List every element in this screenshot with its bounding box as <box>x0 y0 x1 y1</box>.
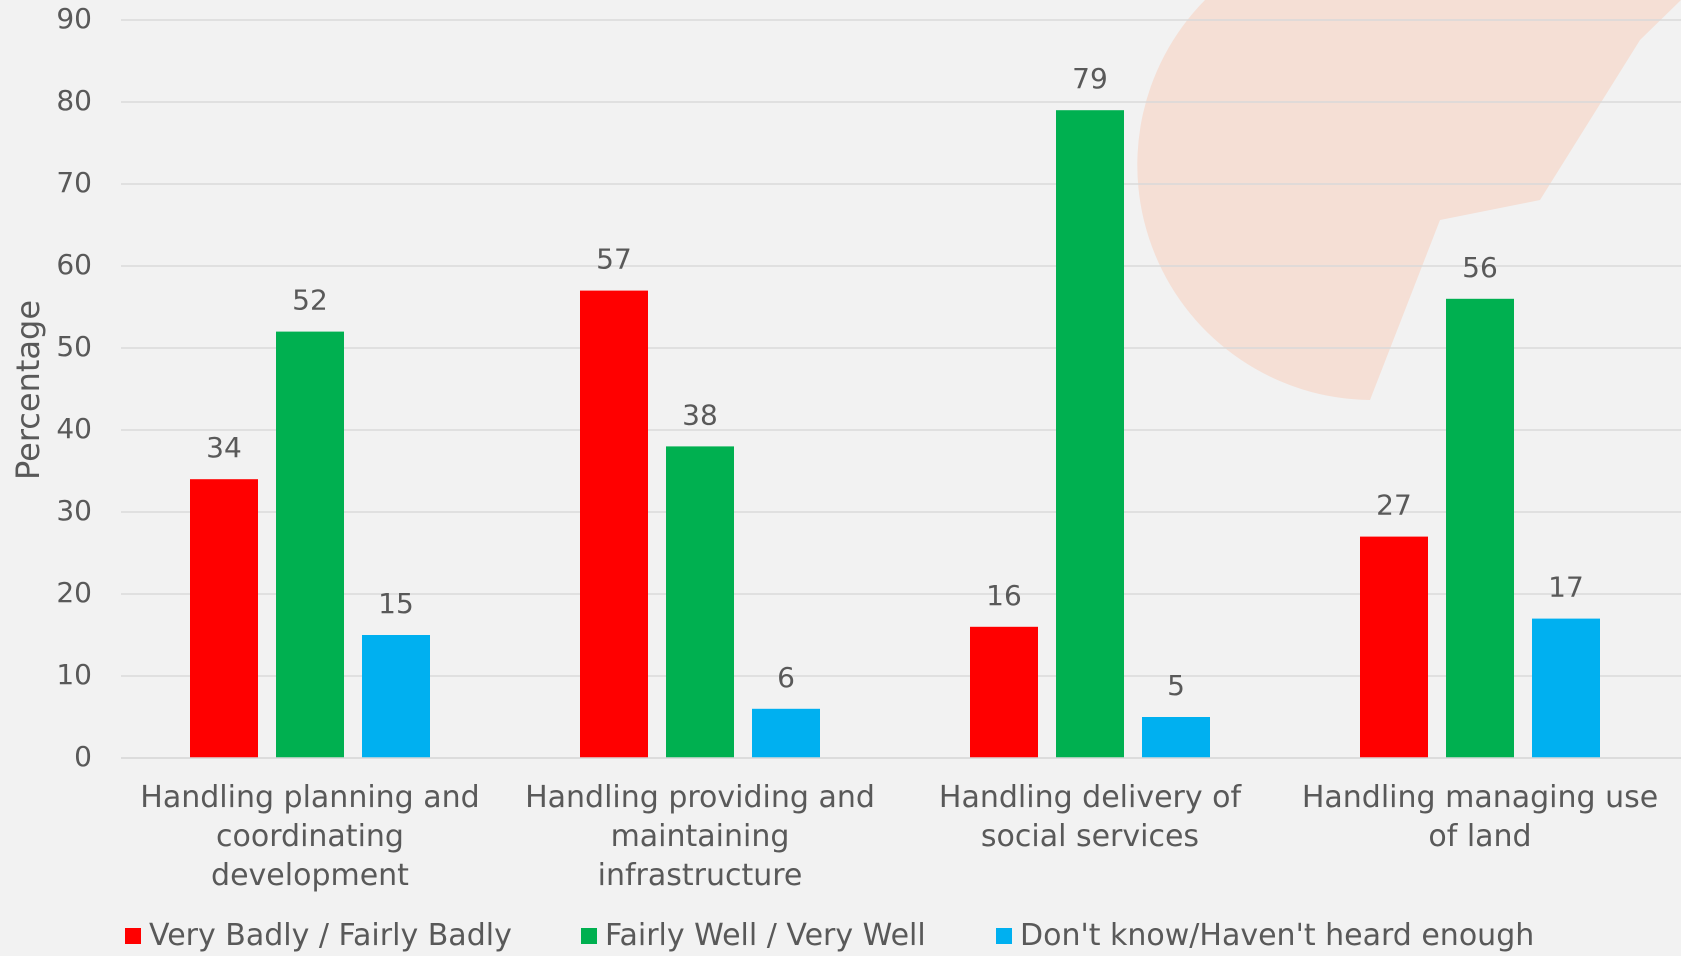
legend-swatch <box>996 927 1012 944</box>
y-axis-label: Percentage <box>9 300 47 480</box>
y-tick-label: 10 <box>56 658 92 691</box>
data-label: 56 <box>1462 251 1498 284</box>
bar <box>1446 298 1514 758</box>
legend-label: Fairly Well / Very Well <box>605 918 926 953</box>
y-tick-label: 0 <box>74 740 92 773</box>
bar <box>190 479 258 758</box>
data-label: 38 <box>682 398 718 431</box>
data-label: 5 <box>1167 669 1185 702</box>
x-tick-label: Handling delivery of social services <box>938 780 1242 854</box>
y-tick-label: 80 <box>56 84 92 117</box>
bar <box>970 626 1038 758</box>
data-label: 17 <box>1548 571 1584 604</box>
y-tick-label: 50 <box>56 330 92 363</box>
legend-label: Very Badly / Fairly Badly <box>149 918 512 953</box>
y-tick-label: 30 <box>56 494 92 527</box>
y-tick-label: 40 <box>56 412 92 445</box>
bar <box>1142 717 1210 758</box>
legend-item: Very Badly / Fairly Badly <box>125 918 512 953</box>
y-tick-label: 60 <box>56 248 92 281</box>
data-label: 15 <box>378 587 414 620</box>
legend-item: Fairly Well / Very Well <box>581 918 926 953</box>
background-decoration <box>1137 0 1681 400</box>
bar <box>362 635 430 758</box>
legend-item: Don't know/Haven't heard enough <box>996 918 1534 953</box>
data-label: 27 <box>1376 489 1412 522</box>
legend-swatch <box>581 927 597 944</box>
bar <box>276 331 344 758</box>
x-tick-label: Handling managing use of land <box>1301 780 1659 854</box>
data-label: 79 <box>1072 62 1108 95</box>
bar <box>1056 110 1124 758</box>
bar <box>752 708 820 758</box>
bar <box>580 290 648 758</box>
bar <box>666 446 734 758</box>
legend-label: Don't know/Haven't heard enough <box>1020 918 1535 953</box>
y-tick-label: 90 <box>56 2 92 35</box>
x-tick-label: Handling planning and coordinating devel… <box>140 780 480 893</box>
data-label: 34 <box>206 431 242 464</box>
x-tick-label: Handling providing and maintaining infra… <box>525 780 875 893</box>
data-label: 16 <box>986 579 1022 612</box>
legend-swatch <box>125 927 141 944</box>
y-tick-label: 70 <box>56 166 92 199</box>
bar <box>1532 618 1600 758</box>
y-tick-label: 20 <box>56 576 92 609</box>
data-label: 6 <box>777 661 795 694</box>
data-label: 57 <box>596 243 632 276</box>
bar <box>1360 536 1428 758</box>
data-label: 52 <box>292 284 328 317</box>
